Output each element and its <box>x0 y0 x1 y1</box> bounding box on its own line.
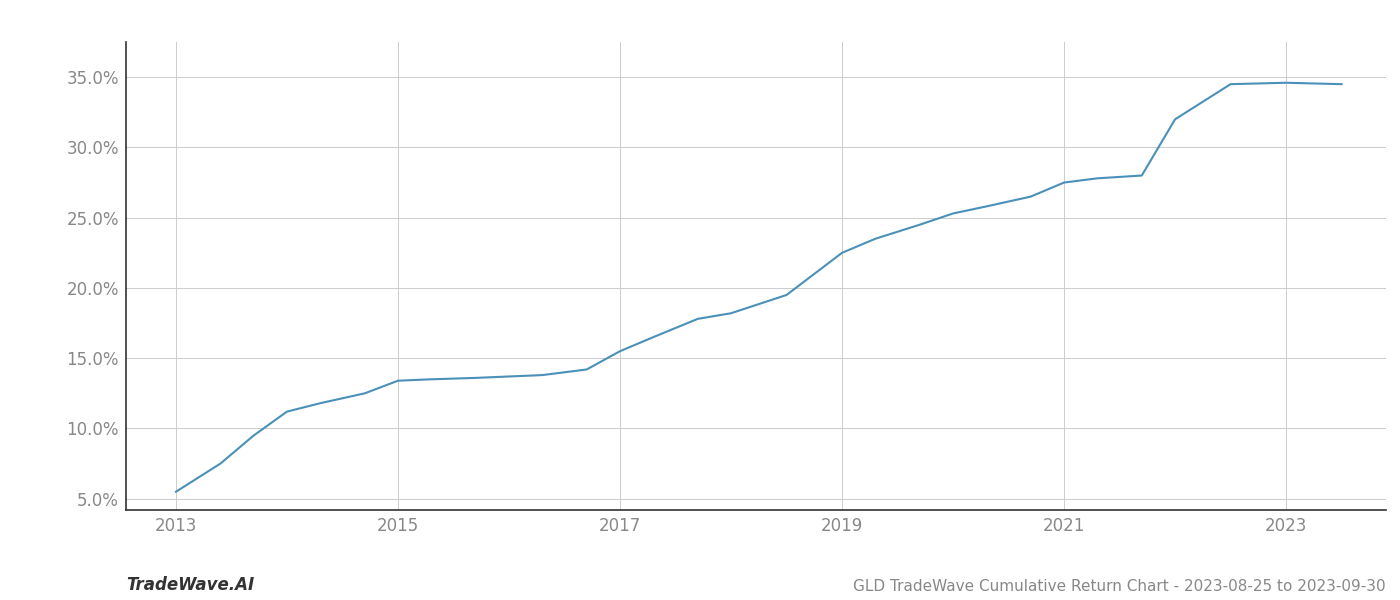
Text: GLD TradeWave Cumulative Return Chart - 2023-08-25 to 2023-09-30: GLD TradeWave Cumulative Return Chart - … <box>854 579 1386 594</box>
Text: TradeWave.AI: TradeWave.AI <box>126 576 255 594</box>
